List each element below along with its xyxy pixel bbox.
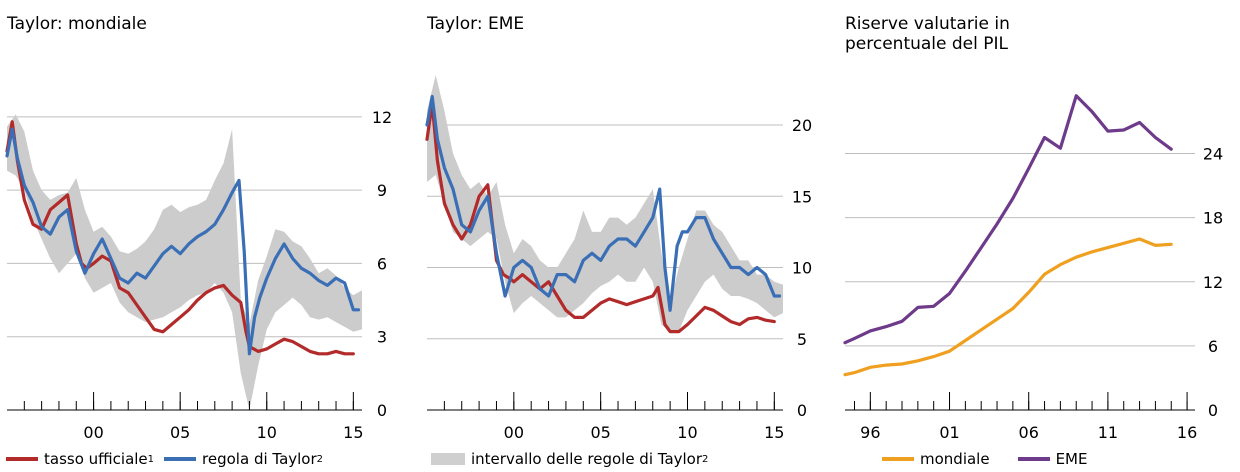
legend-item-regola-taylor: regola di Taylor 2 bbox=[164, 450, 323, 468]
legend-item-mondiale: mondiale bbox=[882, 450, 990, 468]
y-tick-label: 6 bbox=[377, 254, 387, 273]
taylor-range-band bbox=[7, 114, 362, 411]
y-tick-label: 5 bbox=[797, 330, 807, 349]
x-tick-label: 11 bbox=[1098, 423, 1118, 442]
legend-label-mondiale: mondiale bbox=[920, 450, 990, 468]
legend-label-tasso: tasso ufficiale bbox=[44, 450, 148, 468]
y-tick-label: 10 bbox=[792, 259, 812, 278]
legend-sup-2: 2 bbox=[316, 453, 324, 465]
legend-panel-2: intervallo delle regole di Taylor 2 bbox=[431, 450, 718, 468]
legend-label-intervallo: intervallo delle regole di Taylor bbox=[471, 450, 703, 468]
y-tick-label: 3 bbox=[377, 328, 387, 347]
panel-3-title: Riserve valutarie in percentuale del PIL bbox=[845, 14, 1010, 54]
legend-item-intervallo: intervallo delle regole di Taylor 2 bbox=[431, 450, 708, 468]
legend-item-eme: EME bbox=[1017, 450, 1088, 468]
series-line-0 bbox=[5, 120, 355, 356]
y-tick-label: 0 bbox=[797, 401, 807, 420]
y-tick-label: 20 bbox=[792, 116, 812, 135]
x-tick-label: 15 bbox=[764, 423, 784, 442]
panel-1-title: Taylor: mondiale bbox=[7, 14, 147, 34]
x-tick-label: 16 bbox=[1177, 423, 1197, 442]
panel-2-title: Taylor: EME bbox=[427, 14, 525, 34]
series-line-0 bbox=[843, 237, 1173, 377]
y-tick-label: 12 bbox=[1203, 273, 1223, 292]
x-tick-label: 05 bbox=[590, 423, 610, 442]
chart-taylor-mondiale: 0 3 6 9 12 00 05 10 15 bbox=[5, 68, 392, 442]
x-tick-label: 06 bbox=[1019, 423, 1039, 442]
x-tick-label: 15 bbox=[343, 423, 363, 442]
series-line-1 bbox=[425, 94, 782, 312]
y-tick-label: 9 bbox=[377, 181, 387, 200]
x-tick-label: 05 bbox=[170, 423, 190, 442]
x-tick-label: 10 bbox=[677, 423, 697, 442]
legend-swatch-blue bbox=[164, 457, 197, 461]
legend-swatch-purple bbox=[1017, 457, 1050, 461]
legend-item-tasso-ufficiale: tasso ufficiale 1 bbox=[6, 450, 154, 468]
legend-swatch-orange bbox=[882, 457, 914, 461]
y-tick-label: 0 bbox=[377, 401, 387, 420]
y-tick-label: 18 bbox=[1203, 209, 1223, 228]
legend-swatch-band bbox=[431, 453, 465, 465]
series-line-1 bbox=[5, 127, 361, 356]
x-tick-label: 00 bbox=[504, 423, 524, 442]
x-tick-label: 10 bbox=[257, 423, 277, 442]
x-tick-label: 96 bbox=[860, 423, 880, 442]
y-tick-label: 24 bbox=[1203, 145, 1223, 164]
legend-panel-1: tasso ufficiale 1 regola di Taylor 2 bbox=[6, 450, 333, 468]
legend-sup-1: 1 bbox=[147, 453, 155, 465]
y-tick-label: 6 bbox=[1208, 337, 1218, 356]
y-tick-label: 15 bbox=[792, 187, 812, 206]
legend-panel-3: mondiale EME bbox=[882, 450, 1097, 468]
x-tick-label: 01 bbox=[939, 423, 959, 442]
legend-label-regola: regola di Taylor bbox=[202, 450, 317, 468]
series-line-0 bbox=[425, 101, 776, 334]
x-tick-label: 00 bbox=[83, 423, 103, 442]
legend-swatch-red bbox=[6, 457, 38, 461]
series-line-1 bbox=[843, 94, 1173, 345]
y-tick-label: 12 bbox=[372, 108, 392, 127]
legend-sup-3: 2 bbox=[702, 453, 709, 465]
legend-label-eme: EME bbox=[1055, 450, 1088, 468]
y-tick-label: 0 bbox=[1208, 401, 1218, 420]
